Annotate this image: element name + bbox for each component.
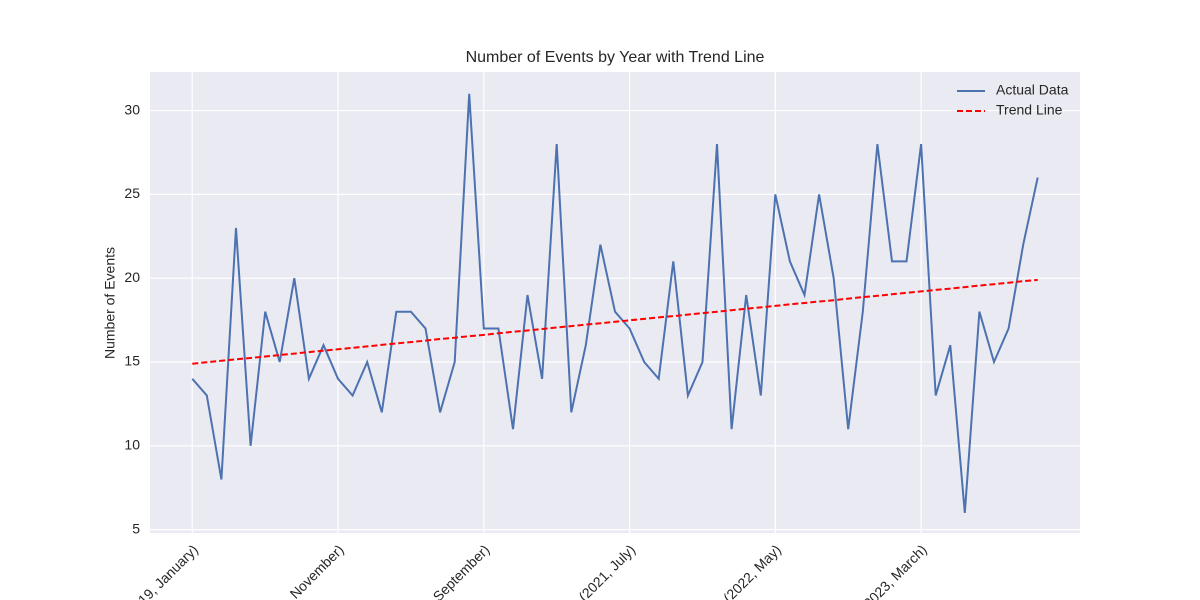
- x-tick-label: (2022, May): [720, 541, 784, 600]
- plot-area: [150, 72, 1080, 533]
- y-tick-label: 25: [124, 185, 140, 201]
- x-tick-label: (2020, September): [399, 541, 493, 600]
- y-tick-label: 10: [124, 437, 140, 453]
- chart-title: Number of Events by Year with Trend Line: [466, 49, 765, 66]
- x-tick-label: (2019, November): [256, 541, 347, 600]
- legend-label: Actual Data: [996, 82, 1069, 98]
- y-tick-label: 15: [124, 353, 140, 369]
- y-tick-label: 5: [132, 520, 140, 536]
- y-axis-label: Number of Events: [102, 247, 118, 359]
- legend-label: Trend Line: [996, 102, 1063, 118]
- x-tick-label: (2021, July): [575, 541, 638, 600]
- x-tick-label: (2023, March): [857, 541, 930, 600]
- series-line: [192, 278, 1038, 365]
- y-tick-label: 30: [124, 101, 140, 117]
- y-tick-label: 20: [124, 269, 140, 285]
- series-line: [191, 93, 1039, 513]
- x-tick-label: (2019, January): [120, 541, 201, 600]
